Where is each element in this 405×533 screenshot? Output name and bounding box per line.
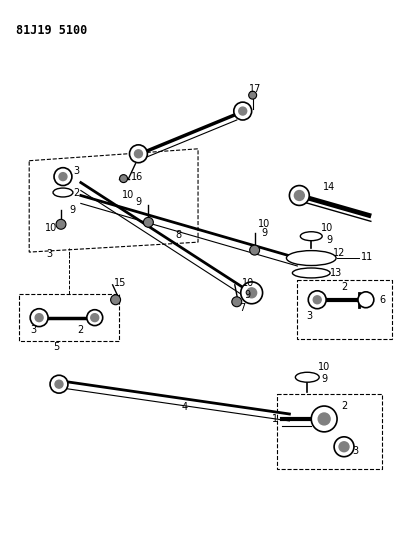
Text: 8: 8 [175,230,181,240]
Text: 2: 2 [340,282,346,292]
Text: 3: 3 [351,446,357,456]
Circle shape [249,245,259,255]
Ellipse shape [300,232,322,241]
Circle shape [56,219,66,229]
Text: 5: 5 [53,342,59,352]
Circle shape [289,185,309,205]
Circle shape [59,173,67,181]
Text: 3: 3 [30,325,36,335]
Bar [19,294,118,342]
Circle shape [248,91,256,99]
Circle shape [143,217,153,227]
Text: 17: 17 [249,84,261,94]
Text: 10: 10 [320,223,333,233]
Text: 10: 10 [122,190,134,200]
Text: 3: 3 [46,249,52,259]
Circle shape [294,190,304,200]
Text: 2: 2 [340,401,346,411]
Text: 10: 10 [45,223,57,233]
Ellipse shape [292,268,329,278]
Text: 13: 13 [329,268,341,278]
Text: 4: 4 [181,402,188,412]
Circle shape [307,291,325,309]
Text: 9: 9 [261,228,267,238]
Bar [277,394,381,469]
Text: 3: 3 [72,166,79,176]
Text: 6: 6 [379,295,385,305]
Text: 12: 12 [332,248,344,258]
Circle shape [134,150,142,158]
Text: 9: 9 [135,197,141,207]
Text: 7: 7 [239,303,245,313]
Circle shape [111,295,120,305]
Ellipse shape [53,188,73,197]
Circle shape [238,107,246,115]
Circle shape [313,296,320,304]
Ellipse shape [294,372,318,382]
Text: 2: 2 [77,325,84,335]
Text: 9: 9 [70,205,76,215]
Text: 9: 9 [244,290,250,300]
Text: 2: 2 [72,188,79,198]
Circle shape [54,168,72,185]
Text: 10: 10 [258,219,270,229]
Text: 1: 1 [272,414,278,424]
Circle shape [240,282,262,304]
Text: 9: 9 [325,235,331,245]
Bar [296,280,391,340]
Circle shape [50,375,68,393]
Text: 81J19 5100: 81J19 5100 [16,23,87,37]
Circle shape [30,309,48,327]
Circle shape [119,175,127,183]
Circle shape [231,297,241,306]
Circle shape [246,288,256,298]
Circle shape [233,102,251,120]
Circle shape [318,413,329,425]
Text: 10: 10 [241,278,253,288]
Text: 14: 14 [322,182,335,191]
Circle shape [338,442,348,452]
Circle shape [87,310,102,326]
Text: 16: 16 [131,172,143,182]
Circle shape [35,314,43,321]
Ellipse shape [286,251,335,265]
Circle shape [55,380,63,388]
Text: 11: 11 [360,252,372,262]
Circle shape [333,437,353,457]
Circle shape [91,314,98,321]
Text: 15: 15 [114,278,126,288]
Circle shape [311,406,336,432]
Text: 10: 10 [317,362,330,373]
Circle shape [357,292,373,308]
Text: 9: 9 [320,374,326,384]
Text: 3: 3 [305,311,311,321]
Circle shape [129,145,147,163]
